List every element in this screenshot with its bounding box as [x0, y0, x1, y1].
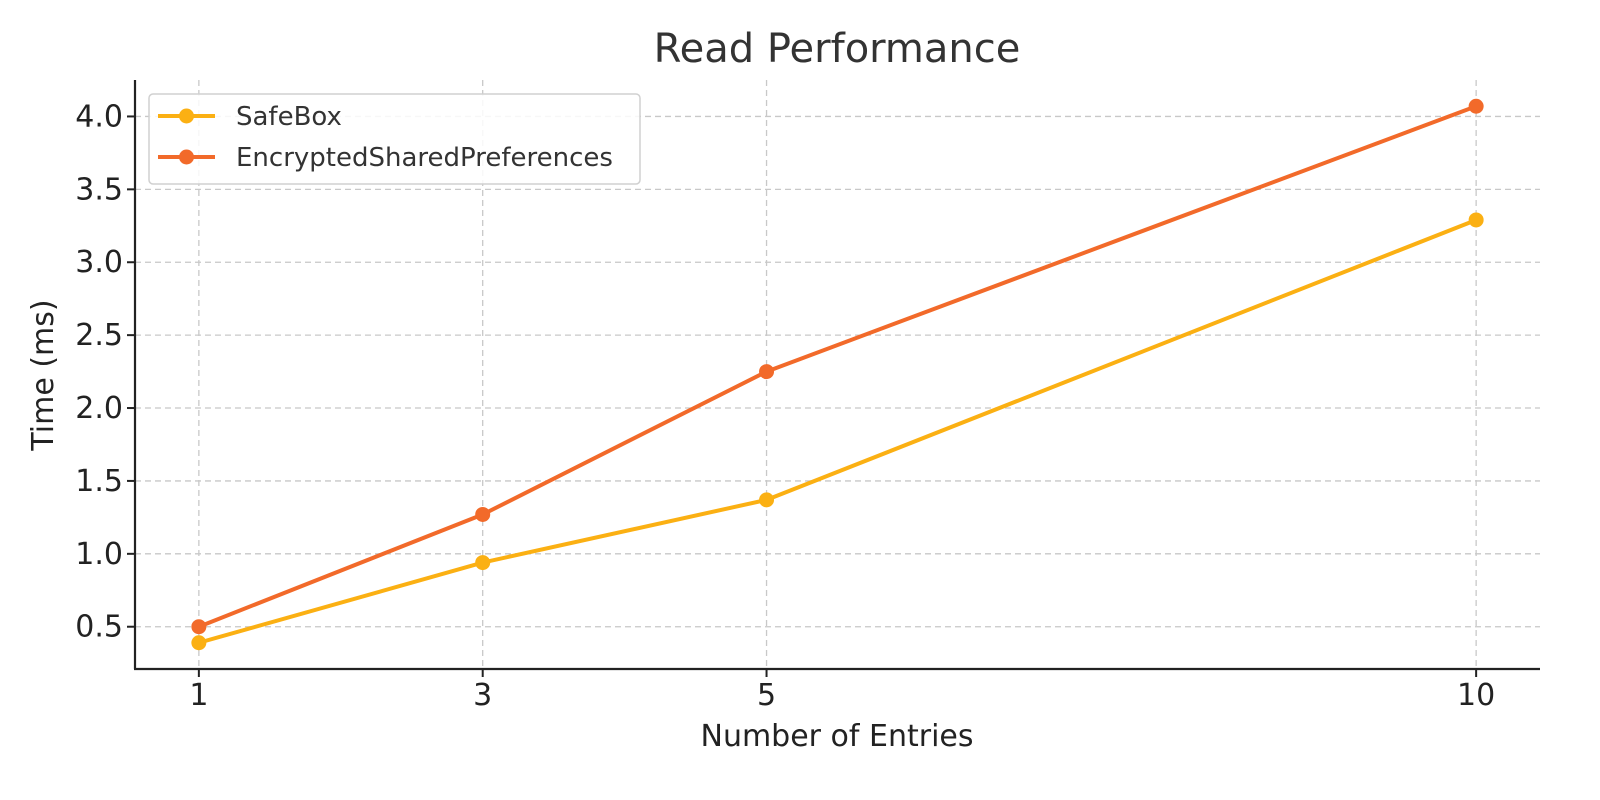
data-point: [191, 619, 207, 635]
y-tick-label: 2.5: [75, 318, 123, 353]
y-tick-label: 2.0: [75, 391, 123, 426]
legend-box: [148, 93, 641, 185]
y-tick-label: 3.5: [75, 172, 123, 207]
x-tick-label: 1: [189, 678, 208, 713]
data-point: [759, 364, 775, 380]
y-axis-label: Time (ms): [26, 299, 61, 451]
y-tick-label: 1.5: [75, 464, 123, 499]
data-point: [1468, 212, 1484, 228]
data-point: [475, 555, 491, 571]
x-tick-label: 10: [1457, 678, 1495, 713]
series-1: [191, 98, 1484, 635]
legend-swatch-marker: [179, 108, 194, 124]
ticks-layer: 1 3 5 10 0.5 1.0 1.5 2.0 2.5 3.0 3.5 4.0: [75, 99, 1495, 713]
y-tick-label: 4.0: [75, 99, 123, 134]
series-line: [198, 218, 1477, 645]
data-point: [1468, 98, 1484, 114]
x-tick-label: 5: [757, 678, 776, 713]
y-tick-label: 1.0: [75, 537, 123, 572]
legend: SafeBox EncryptedSharedPreferences: [148, 93, 641, 185]
chart-title: Read Performance: [654, 26, 1021, 72]
y-tick-label: 3.0: [75, 245, 123, 280]
data-point: [475, 506, 491, 522]
x-axis-label: Number of Entries: [701, 719, 974, 754]
data-point: [759, 492, 775, 508]
x-tick-label: 3: [473, 678, 492, 713]
y-tick-label: 0.5: [75, 610, 123, 645]
legend-label: EncryptedSharedPreferences: [236, 143, 613, 173]
legend-swatch-marker: [179, 149, 194, 165]
data-point: [191, 635, 207, 651]
series-layer: [191, 98, 1484, 651]
legend-label: SafeBox: [236, 102, 342, 132]
axes-layer: [133, 80, 1540, 671]
series-line: [198, 104, 1477, 629]
series-0: [191, 212, 1484, 651]
